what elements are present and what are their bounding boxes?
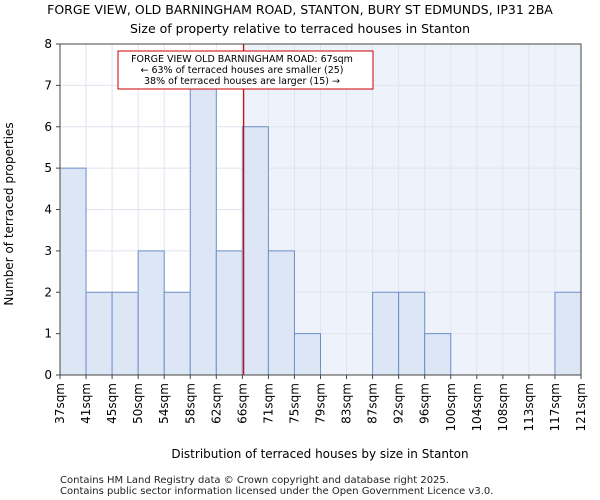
x-tick-label: 79sqm bbox=[314, 383, 328, 424]
y-tick-label: 2 bbox=[44, 285, 52, 299]
x-tick-labels: 37sqm 41sqm 45sqm 50sqm 54sqm 58sqm 62sqm 66sqm… bbox=[53, 375, 588, 431]
y-tick-label: 8 bbox=[44, 37, 52, 51]
x-tick-label: 58sqm bbox=[183, 383, 197, 424]
bar bbox=[372, 291, 400, 376]
x-tick-label: 54sqm bbox=[157, 383, 171, 424]
chart-subtitle: Size of property relative to terraced ho… bbox=[130, 21, 470, 36]
bars bbox=[59, 84, 582, 376]
bar bbox=[241, 126, 269, 376]
y-tick-label: 4 bbox=[44, 203, 52, 217]
bar bbox=[554, 291, 582, 376]
x-tick-label: 92sqm bbox=[392, 383, 406, 424]
annotation-line-2: ← 63% of terraced houses are smaller (25… bbox=[140, 65, 343, 76]
y-tick-label: 6 bbox=[44, 120, 52, 134]
chart-title: FORGE VIEW, OLD BARNINGHAM ROAD, STANTON… bbox=[47, 2, 553, 17]
footer-line-2: Contains public sector information licen… bbox=[60, 486, 494, 497]
bar bbox=[293, 333, 322, 376]
annotation-line-1: FORGE VIEW OLD BARNINGHAM ROAD: 67sqm bbox=[131, 54, 353, 65]
x-tick-label: 100sqm bbox=[444, 383, 458, 431]
x-tick-label: 45sqm bbox=[105, 383, 119, 424]
x-tick-label: 75sqm bbox=[287, 383, 301, 424]
bar bbox=[398, 291, 426, 376]
footer-line-1: Contains HM Land Registry data © Crown c… bbox=[60, 475, 449, 486]
x-tick-label: 41sqm bbox=[79, 383, 93, 424]
x-tick-label: 83sqm bbox=[340, 383, 354, 424]
x-tick-label: 104sqm bbox=[470, 383, 484, 431]
annotation-box bbox=[117, 50, 374, 90]
y-tick-labels: 0 1 2 3 4 5 6 7 8 bbox=[44, 37, 60, 382]
bar bbox=[215, 250, 243, 376]
bar bbox=[424, 333, 452, 376]
bar bbox=[267, 250, 295, 376]
y-tick-label: 7 bbox=[44, 78, 52, 92]
x-tick-label: 108sqm bbox=[496, 383, 510, 431]
y-tick-label: 5 bbox=[44, 161, 52, 175]
bar bbox=[163, 291, 191, 376]
bar bbox=[111, 291, 139, 376]
x-tick-label: 62sqm bbox=[209, 383, 223, 424]
x-axis-label: Distribution of terraced houses by size … bbox=[171, 447, 468, 461]
y-tick-label: 0 bbox=[44, 368, 52, 382]
x-tick-label: 71sqm bbox=[261, 383, 275, 424]
bar bbox=[137, 250, 165, 376]
x-tick-label: 50sqm bbox=[131, 383, 145, 424]
x-tick-label: 96sqm bbox=[418, 383, 432, 424]
bar bbox=[85, 291, 113, 376]
x-tick-label: 113sqm bbox=[522, 383, 536, 431]
annotation-line-3: 38% of terraced houses are larger (15) → bbox=[144, 76, 340, 87]
y-axis-label: Number of terraced properties bbox=[2, 122, 16, 305]
x-tick-label: 117sqm bbox=[548, 383, 562, 431]
x-tick-label: 121sqm bbox=[574, 383, 588, 431]
x-tick-label: 37sqm bbox=[53, 383, 67, 424]
x-tick-label: 87sqm bbox=[366, 383, 380, 424]
y-tick-label: 3 bbox=[44, 244, 52, 258]
annotation: FORGE VIEW OLD BARNINGHAM ROAD: 67sqm ← … bbox=[117, 50, 374, 90]
bar bbox=[189, 84, 217, 376]
bar bbox=[59, 167, 87, 376]
y-tick-label: 1 bbox=[44, 327, 52, 341]
x-tick-label: 66sqm bbox=[235, 383, 249, 424]
